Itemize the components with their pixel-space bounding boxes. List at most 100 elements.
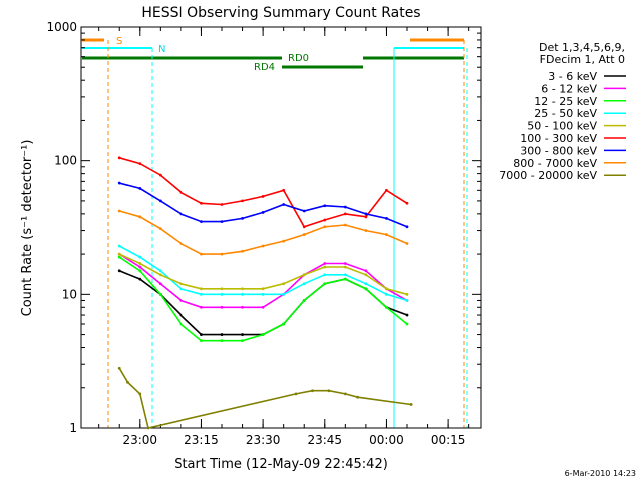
data-point — [200, 287, 203, 291]
data-point — [126, 380, 129, 384]
data-point — [261, 287, 265, 291]
data-point — [364, 212, 368, 216]
data-point — [138, 277, 142, 281]
data-point — [179, 242, 183, 245]
data-point — [261, 305, 265, 309]
data-point — [364, 282, 368, 286]
data-point — [302, 273, 306, 277]
status-indicators — [82, 38, 468, 428]
legend-header-line-2: FDecim 1, Att 0 — [540, 53, 625, 66]
data-point — [241, 249, 244, 253]
data-point — [385, 287, 388, 291]
data-point — [220, 333, 224, 336]
data-point — [117, 255, 121, 259]
x-tick-label: 23:00 — [122, 433, 157, 447]
series-1 — [117, 269, 409, 336]
data-point — [261, 292, 265, 296]
data-point — [200, 220, 203, 224]
data-point — [323, 265, 327, 269]
data-point — [323, 225, 327, 229]
annotation-rd4: RD4 — [254, 62, 275, 73]
data-point — [385, 188, 388, 192]
data-point — [343, 223, 347, 227]
y-tick-label: 1 — [69, 421, 77, 435]
data-point — [138, 392, 142, 396]
data-point — [302, 225, 306, 229]
annotation-s: S — [116, 36, 122, 47]
data-point — [179, 322, 183, 326]
data-point — [405, 313, 409, 317]
data-point — [200, 292, 203, 296]
data-point — [323, 273, 327, 277]
data-point — [179, 282, 183, 286]
legend-label: 6 - 12 keV — [541, 82, 597, 95]
data-point — [158, 282, 162, 286]
x-tick-label: 23:15 — [184, 433, 219, 447]
x-tick-label: 00:00 — [369, 433, 404, 447]
data-point — [323, 204, 327, 208]
legend-label: 25 - 50 keV — [534, 107, 597, 120]
data-point — [405, 242, 409, 245]
data-point — [405, 299, 409, 302]
data-point — [179, 313, 183, 317]
data-point — [200, 305, 203, 309]
data-point — [261, 195, 265, 198]
data-point — [405, 322, 409, 326]
data-point — [241, 292, 244, 296]
series-2 — [117, 252, 409, 309]
data-point — [364, 269, 368, 273]
legend-label: 800 - 7000 keV — [513, 157, 597, 170]
data-point — [179, 190, 183, 194]
data-point — [364, 273, 368, 277]
data-point — [327, 389, 331, 393]
data-point — [241, 333, 244, 336]
data-point — [117, 156, 121, 160]
data-point — [220, 287, 224, 291]
data-point — [343, 277, 347, 281]
data-point — [409, 403, 413, 406]
data-point — [138, 265, 142, 269]
data-point — [117, 209, 121, 213]
series-4 — [117, 244, 409, 302]
series-line — [118, 157, 408, 228]
legend-label: 300 - 800 keV — [520, 144, 597, 157]
series-7 — [117, 181, 409, 229]
data-point — [343, 392, 347, 396]
data-point — [282, 292, 286, 296]
data-point — [356, 395, 360, 399]
data-point — [117, 244, 121, 248]
data-point — [323, 218, 327, 222]
data-point — [158, 292, 162, 296]
data-point — [220, 339, 224, 343]
data-point — [200, 339, 203, 343]
data-point — [117, 366, 121, 370]
data-point — [117, 181, 121, 185]
data-point — [364, 229, 368, 232]
x-tick-label: 23:30 — [246, 433, 281, 447]
data-point — [302, 299, 306, 302]
data-point — [343, 205, 347, 209]
data-point — [138, 215, 142, 219]
data-point — [138, 255, 142, 259]
data-point — [364, 215, 368, 219]
data-point — [220, 305, 224, 309]
data-point — [220, 220, 224, 224]
data-point — [179, 212, 183, 216]
data-point — [179, 287, 183, 291]
y-axis-label: Count Rate (s⁻¹ detector⁻¹) — [20, 140, 35, 317]
data-point — [200, 252, 203, 256]
y-tick-label: 10 — [62, 287, 77, 301]
legend-label: 50 - 100 keV — [527, 120, 597, 133]
annotation-n: N — [158, 44, 165, 55]
series-line — [118, 253, 408, 309]
series-line — [118, 367, 412, 429]
legend-label: 7000 - 20000 keV — [499, 169, 597, 182]
y-tick-label: 100 — [54, 154, 77, 168]
series-line — [118, 270, 408, 336]
chart-title: HESSI Observing Summary Count Rates — [141, 5, 420, 21]
legend-label: 12 - 25 keV — [534, 95, 597, 108]
data-point — [302, 233, 306, 236]
data-point — [311, 389, 314, 393]
series-line — [118, 210, 408, 255]
data-point — [117, 252, 121, 256]
